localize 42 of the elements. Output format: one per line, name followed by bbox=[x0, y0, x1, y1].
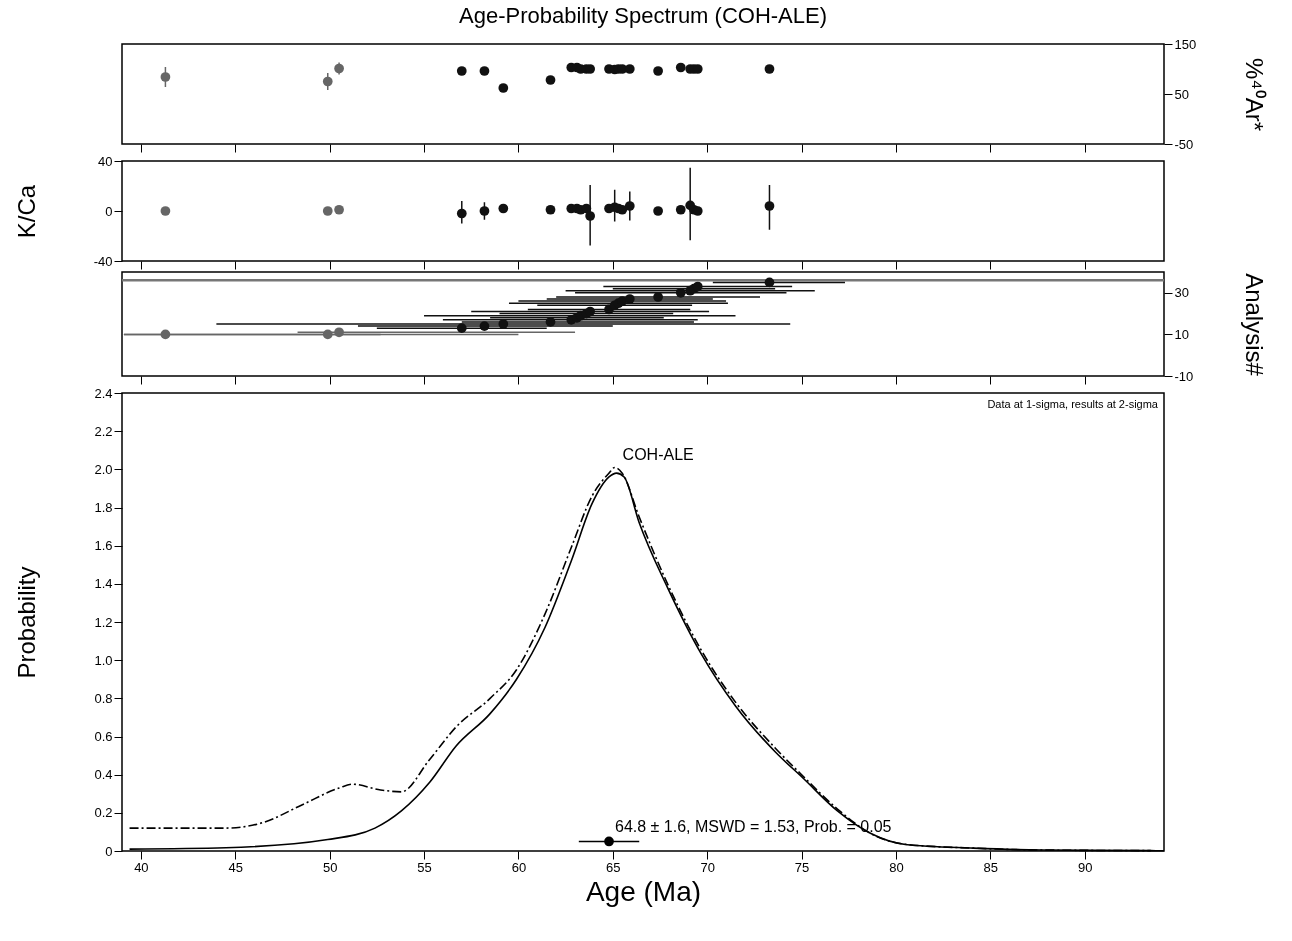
y-tick-label: 40 bbox=[98, 153, 113, 169]
y2-axis-title: Analysis# bbox=[1240, 273, 1268, 377]
annotation: Data at 1-sigma, results at 2-sigma bbox=[987, 398, 1159, 410]
chart-title: Age-Probability Spectrum (COH-ALE) bbox=[458, 3, 828, 28]
y-axis-title: Probability bbox=[12, 566, 40, 679]
x-tick-label: 75 bbox=[794, 859, 810, 875]
annotation: COH-ALE bbox=[622, 446, 694, 464]
y-tick-label: 2.0 bbox=[94, 461, 113, 477]
y2-tick-label: 10 bbox=[1174, 326, 1189, 342]
y-tick-label: 1.8 bbox=[94, 500, 113, 515]
y-axis-title: K/Ca bbox=[12, 184, 40, 239]
y-tick-label: -40 bbox=[93, 253, 113, 269]
x-tick-label: 80 bbox=[889, 859, 904, 875]
y2-tick-label: -50 bbox=[1174, 136, 1194, 152]
y2-tick-label: 50 bbox=[1174, 86, 1189, 102]
x-tick-label: 90 bbox=[1077, 859, 1093, 875]
y-tick-label: 2.2 bbox=[94, 423, 113, 439]
y-tick-label: 0.6 bbox=[94, 729, 113, 744]
y-tick-label: 0.8 bbox=[94, 690, 113, 706]
x-tick-label: 65 bbox=[606, 859, 621, 875]
y-tick-label: 1.0 bbox=[94, 652, 113, 668]
y2-tick-label: 30 bbox=[1174, 285, 1189, 301]
x-tick-label: 85 bbox=[983, 859, 999, 875]
y-tick-label: 1.4 bbox=[94, 576, 113, 592]
x-axis-title: Age (Ma) bbox=[585, 875, 702, 907]
y2-tick-label: -10 bbox=[1174, 368, 1194, 384]
y2-axis-title: %⁴⁰Ar* bbox=[1240, 58, 1268, 131]
x-tick-label: 70 bbox=[700, 859, 715, 875]
annotation: 64.8 ± 1.6, MSWD = 1.53, Prob. = 0.05 bbox=[615, 818, 892, 836]
y-tick-label: 2.4 bbox=[94, 385, 113, 401]
y-tick-label: 1.6 bbox=[94, 538, 113, 554]
x-tick-label: 45 bbox=[228, 859, 243, 875]
x-tick-label: 60 bbox=[511, 859, 527, 875]
x-tick-label: 55 bbox=[417, 859, 432, 875]
y-tick-label: 0.2 bbox=[94, 805, 113, 821]
y-tick-label: 0 bbox=[105, 843, 113, 859]
y2-tick-label: 150 bbox=[1174, 36, 1197, 52]
y-tick-label: 0 bbox=[105, 203, 113, 219]
x-tick-label: 40 bbox=[134, 859, 149, 875]
y-tick-label: 0.4 bbox=[94, 767, 113, 783]
y-tick-label: 1.2 bbox=[94, 614, 113, 630]
x-tick-label: 50 bbox=[322, 859, 338, 875]
